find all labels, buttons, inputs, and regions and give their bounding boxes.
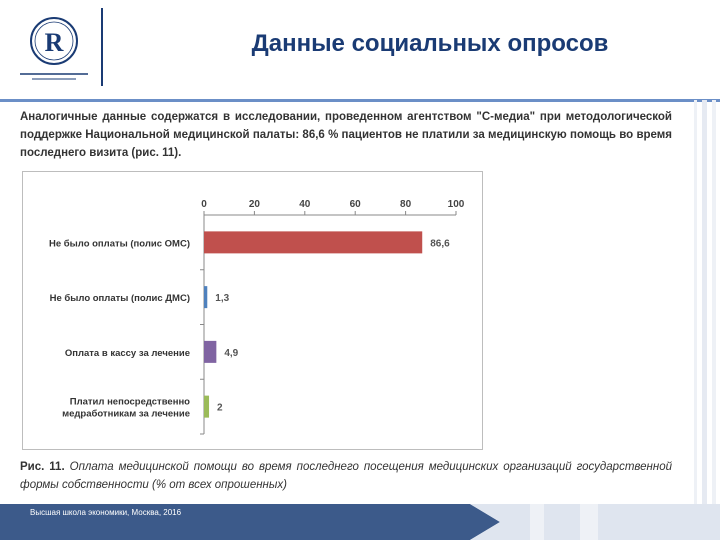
svg-text:R: R (45, 28, 64, 57)
footer-band (0, 504, 720, 540)
slide-title: Данные социальных опросов (251, 30, 609, 57)
bar (204, 395, 210, 418)
bar (204, 231, 423, 254)
caption-text: Оплата медицинской помощи во время после… (20, 461, 672, 491)
slide-header: R Данные социальных опросов (0, 0, 720, 100)
x-tick-label: 60 (350, 199, 362, 210)
hse-logo-icon: R (20, 17, 88, 80)
data-label: 4,9 (224, 348, 238, 359)
x-tick-label: 100 (448, 199, 465, 210)
bar (204, 340, 217, 363)
category-label: Не было оплаты (полис ДМС) (50, 293, 190, 304)
x-tick-label: 80 (400, 199, 412, 210)
category-label: Платил непосредственно (70, 397, 190, 408)
intro-paragraph: Аналогичные данные содержатся в исследов… (20, 111, 672, 159)
data-label: 86,6 (430, 238, 450, 249)
figure-caption: Рис. 11. Оплата медицинской помощи во вр… (20, 458, 672, 494)
x-tick-label: 0 (201, 199, 207, 210)
data-label: 1,3 (215, 293, 229, 304)
bar (204, 286, 208, 309)
chart-frame: 0 20 40 60 80 100 86,6 Не было оплаты (полис ОМ… (22, 171, 483, 450)
x-tick-label: 20 (249, 199, 261, 210)
header-divider (101, 8, 103, 86)
data-label: 2 (217, 403, 223, 414)
header-rule (0, 99, 720, 102)
bar-chart: 0 20 40 60 80 100 86,6 Не было оплаты (полис ОМ… (49, 199, 465, 435)
caption-label: Рис. 11. (20, 461, 65, 473)
category-label: Оплата в кассу за лечение (65, 348, 190, 359)
x-tick-label: 40 (299, 199, 311, 210)
category-label: Не было оплаты (полис ОМС) (49, 238, 190, 249)
category-label: медработникам за лечение (62, 409, 190, 420)
decorative-stripes (694, 100, 716, 540)
footer-text: Высшая школа экономики, Москва, 2016 (30, 508, 182, 517)
